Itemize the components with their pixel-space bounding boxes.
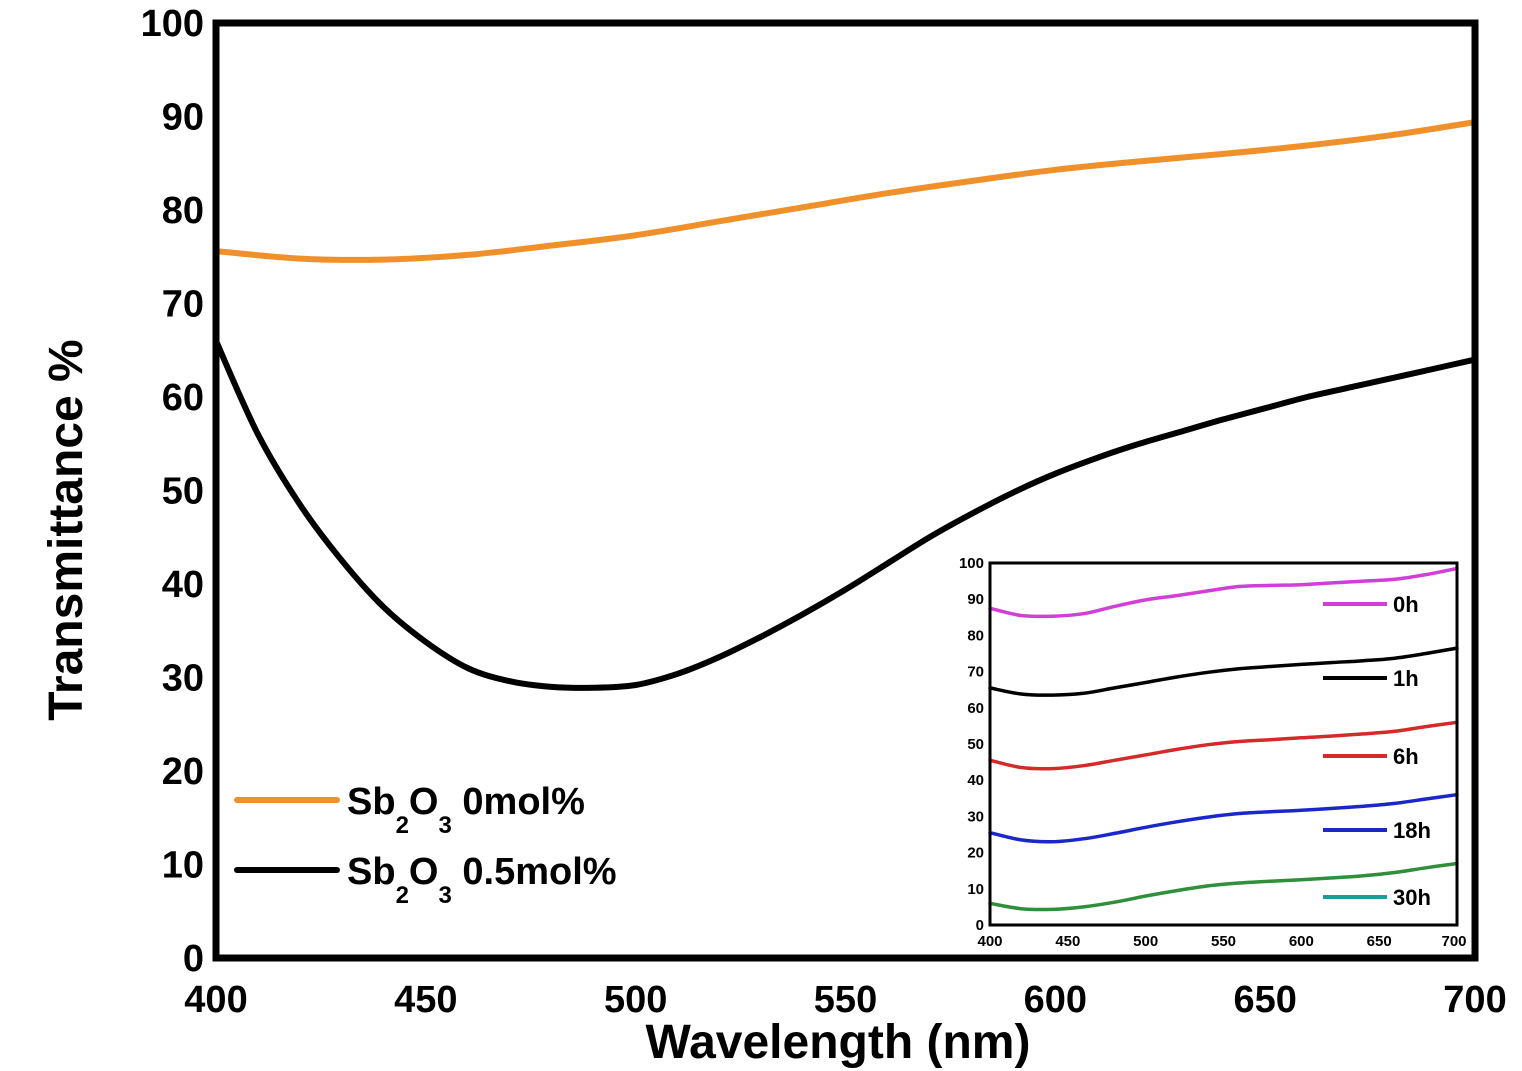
inset-y-tick-label: 0 <box>976 917 984 934</box>
x-tick-label: 500 <box>604 979 667 1021</box>
inset-y-tick-label: 80 <box>967 627 984 644</box>
legend-label: Sb2O3 0mol% <box>347 781 585 839</box>
y-tick-label: 50 <box>162 471 204 513</box>
inset-legend-label: 6h <box>1393 744 1419 769</box>
inset-series-line-3 <box>988 792 1459 844</box>
y-tick-label: 90 <box>162 97 204 139</box>
inset-y-tick-label: 90 <box>967 591 984 608</box>
inset-y-tick-label: 60 <box>967 700 984 717</box>
x-tick-label: 700 <box>1443 979 1506 1021</box>
inset-legend-entry-0: 0h <box>1323 592 1419 617</box>
series-line-0 <box>213 119 1478 263</box>
inset-x-tick-label: 500 <box>1133 933 1158 950</box>
y-tick-label: 40 <box>162 564 204 606</box>
x-tick-label: 550 <box>814 979 877 1021</box>
legend-label-part: 3 <box>438 812 451 839</box>
legend-label: Sb2O3 0.5mol% <box>347 851 617 909</box>
y-tick-label: 0 <box>183 938 204 980</box>
legend-label-part: Sb <box>347 781 396 823</box>
legend-label-part: Sb <box>347 851 396 893</box>
inset-legend-label: 1h <box>1393 666 1419 691</box>
y-tick-label: 80 <box>162 190 204 232</box>
inset-legend-entry-1: 1h <box>1323 666 1419 691</box>
inset-x-tick-label: 550 <box>1211 933 1236 950</box>
inset-x-tick-labels: 400 450 500 550 600 650 700 <box>977 933 1466 950</box>
series-line-1 <box>213 337 1478 691</box>
main-curves <box>213 119 1478 691</box>
inset-x-tick-label: 600 <box>1289 933 1314 950</box>
inset-x-tick-label: 450 <box>1055 933 1080 950</box>
legend-label-part: 2 <box>396 882 409 909</box>
inset-series-line-2 <box>988 720 1459 771</box>
inset-y-tick-label: 70 <box>967 664 984 681</box>
main-y-tick-labels: 0 10 20 30 40 50 60 70 80 90 100 <box>141 3 204 980</box>
main-legend: Sb2O3 0mol%Sb2O3 0.5mol% <box>234 781 617 909</box>
inset-y-tick-label: 100 <box>959 555 984 572</box>
inset-series-line-1 <box>988 646 1459 697</box>
main-plot-frame <box>212 19 1479 962</box>
x-tick-label: 600 <box>1024 979 1087 1021</box>
inset-legend-entry-3: 18h <box>1323 818 1431 843</box>
inset-y-tick-label: 10 <box>967 881 984 898</box>
legend-label-part: O <box>409 781 439 823</box>
y-tick-label: 70 <box>162 284 204 326</box>
inset-y-tick-label: 40 <box>967 772 984 789</box>
y-tick-label: 30 <box>162 658 204 700</box>
x-tick-label: 450 <box>394 979 457 1021</box>
inset-legend-label: 0h <box>1393 592 1419 617</box>
inset-y-tick-labels: 0 10 20 30 40 50 60 70 80 90 100 <box>959 555 984 934</box>
x-tick-label: 650 <box>1233 979 1296 1021</box>
legend-label-part: 2 <box>396 812 409 839</box>
y-tick-label: 10 <box>162 845 204 887</box>
legend-label-part: 0.5mol% <box>452 851 617 893</box>
inset-y-tick-label: 30 <box>967 808 984 825</box>
legend-entry-0: Sb2O3 0mol% <box>234 781 585 839</box>
inset-y-tick-label: 50 <box>967 736 984 753</box>
inset-frame <box>988 561 1459 927</box>
legend-label-part: O <box>409 851 439 893</box>
inset-x-tick-label: 700 <box>1441 933 1466 950</box>
legend-entry-1: Sb2O3 0.5mol% <box>234 851 617 909</box>
y-axis-title: Transmittance % <box>40 339 93 720</box>
x-axis-title: Wavelength (nm) <box>646 1016 1031 1069</box>
inset-x-tick-label: 400 <box>977 933 1002 950</box>
y-tick-label: 20 <box>162 751 204 793</box>
inset-y-tick-label: 20 <box>967 845 984 862</box>
inset-series-line-0 <box>988 566 1459 619</box>
main-x-tick-labels: 400 450 500 550 600 650 700 <box>184 979 1506 1021</box>
inset-curves <box>988 566 1459 912</box>
inset-plot: 0 10 20 30 40 50 60 70 80 90 100 400 450 500 550 600 65… <box>959 555 1467 950</box>
legend-label-part: 0mol% <box>452 781 585 823</box>
inset-series-line-4 <box>988 861 1459 912</box>
inset-x-tick-label: 650 <box>1367 933 1392 950</box>
inset-legend-label: 18h <box>1393 818 1431 843</box>
inset-legend: 0h 1h 6h 18h 30h <box>1323 592 1431 910</box>
x-tick-label: 400 <box>184 979 247 1021</box>
y-tick-label: 100 <box>141 3 204 45</box>
inset-legend-entry-4: 30h <box>1323 885 1431 910</box>
inset-legend-label: 30h <box>1393 885 1431 910</box>
y-tick-label: 60 <box>162 377 204 419</box>
legend-label-part: 3 <box>438 882 451 909</box>
inset-legend-entry-2: 6h <box>1323 744 1419 769</box>
